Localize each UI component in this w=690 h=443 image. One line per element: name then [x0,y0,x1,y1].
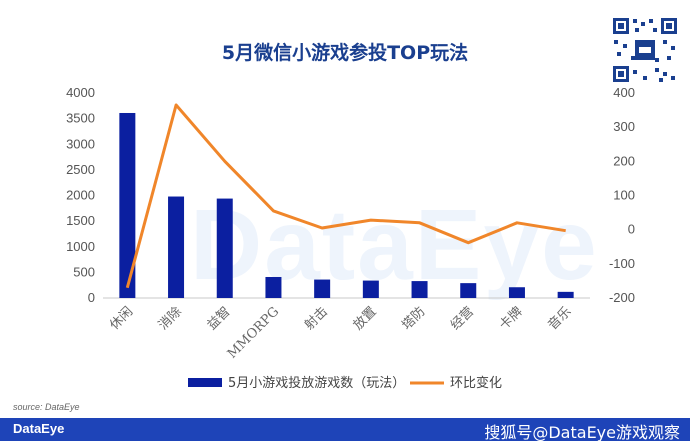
bar-经营 [460,283,477,298]
left-axis-tick: 2000 [66,188,95,203]
right-axis-tick: 300 [613,119,635,134]
right-axis-tick: 200 [613,153,635,168]
left-axis-tick: 500 [73,264,95,279]
bar-卡牌 [508,287,525,298]
category-label: 卡牌 [496,304,526,334]
legend: 5月小游戏投放游戏数（玩法） 环比变化 [188,375,502,391]
bar-塔防 [411,281,428,298]
left-axis-tick: 4000 [66,85,95,100]
bar-消除 [168,196,185,298]
chart-title: 5月微信小游戏参投TOP玩法 [221,42,469,64]
footer-brand: DataEye [13,421,65,436]
line-series-path [125,103,566,289]
bar-MMORPG [265,276,282,298]
left-axis-tick: 3000 [66,136,95,151]
right-axis-tick: 100 [613,188,635,203]
left-axis-tick: 1000 [66,239,95,254]
left-axis-tick: 3500 [66,111,95,126]
category-label: 消除 [156,304,185,333]
left-axis-tick: 1500 [66,213,95,228]
footer-bar: DataEye 搜狐号@DataEye游戏观察 [0,418,690,442]
category-label: 放置 [351,304,380,333]
bar-益智 [216,198,233,298]
left-axis-tick: 0 [88,290,95,305]
left-axis-tick: 2500 [66,162,95,177]
bar-音乐 [557,291,574,298]
category-label: 塔防 [399,304,429,334]
bar-放置 [362,280,379,298]
bar-休闲 [119,112,136,298]
legend-bar-label: 5月小游戏投放游戏数（玩法） [228,375,405,391]
category-label: MMORPG [225,304,282,361]
category-label: 休闲 [107,304,136,333]
right-axis-tick: -100 [609,256,635,271]
source-note: source: DataEye [13,402,80,412]
right-axis-tick: 400 [613,85,635,100]
bar-射击 [314,279,331,298]
right-axis-tick: 0 [628,222,635,237]
category-label: 益智 [205,304,234,333]
category-label: 音乐 [545,304,575,334]
footer-handle: 搜狐号@DataEye游戏观察 [484,423,680,442]
legend-line-label: 环比变化 [450,375,502,391]
category-label: 经营 [448,304,477,333]
qr-code-icon [611,16,679,84]
category-label: 射击 [301,304,331,334]
right-axis-tick: -200 [609,290,635,305]
legend-bar-swatch [188,378,222,387]
